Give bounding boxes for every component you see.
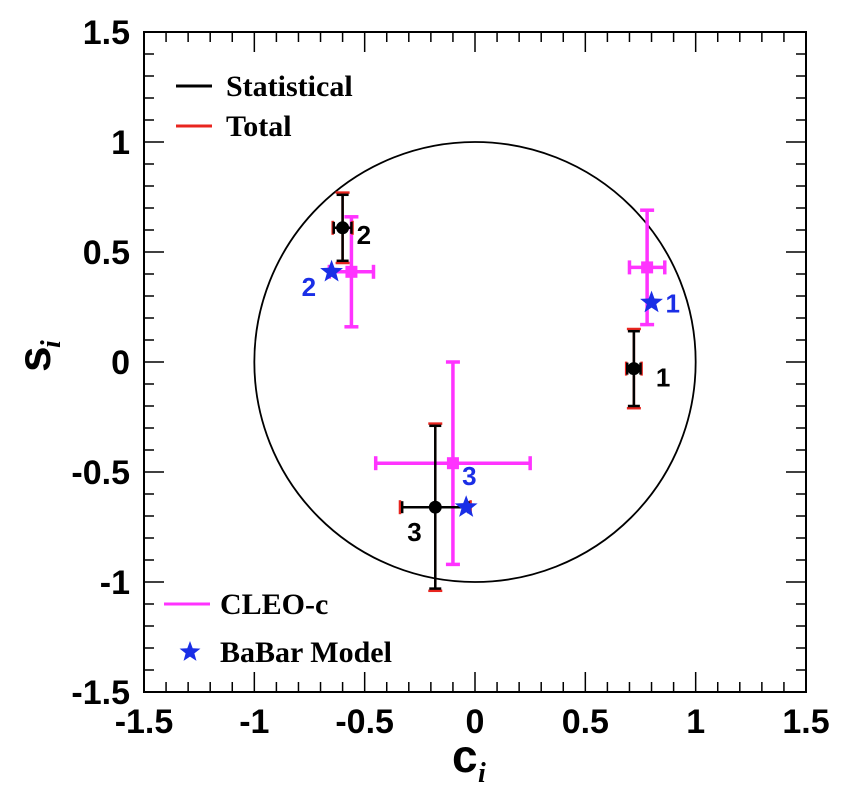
babar-star-marker <box>454 495 478 517</box>
y-tick-label: -1.5 <box>71 674 130 712</box>
y-tick-label: 1.5 <box>83 14 130 52</box>
statistical-marker <box>336 221 350 235</box>
babar-point-label: 3 <box>462 461 476 491</box>
legend-entry-label: CLEO-c <box>220 588 328 621</box>
babar-point-label: 2 <box>302 272 316 302</box>
statistical-point-label: 2 <box>357 220 371 250</box>
x-tick-label: -1 <box>239 703 269 741</box>
cleo-c-marker <box>345 265 358 278</box>
x-tick-label: 0.5 <box>562 703 609 741</box>
statistical-point-label: 1 <box>656 363 670 393</box>
statistical-point: 2 <box>331 191 371 265</box>
cleo-c-point <box>373 360 532 567</box>
statistical-marker <box>428 500 442 514</box>
y-axis-title-symbol: s <box>8 346 60 372</box>
x-axis-title-subscript: i <box>478 758 486 789</box>
x-tick-label: 1 <box>686 703 705 741</box>
y-axis-title-subscript: i <box>36 340 67 348</box>
babar-star-marker <box>640 290 663 313</box>
cleo-c-marker <box>641 261 654 274</box>
y-tick-label: -1 <box>100 564 130 602</box>
babar-star-marker <box>320 259 343 282</box>
babar-model-point: 2 <box>302 259 343 302</box>
babar-model-point: 3 <box>454 461 478 517</box>
x-tick-label: 1.5 <box>782 703 829 741</box>
statistical-point-label: 3 <box>407 517 421 547</box>
babar-model-point: 1 <box>640 289 680 319</box>
x-tick-label: 0 <box>466 703 485 741</box>
babar-point-label: 1 <box>666 289 680 319</box>
legend-entry-label: Statistical <box>226 70 353 103</box>
x-tick-label: -1.5 <box>115 703 174 741</box>
legend-star-icon <box>179 641 201 661</box>
y-tick-label: 0.5 <box>83 234 130 272</box>
x-axis-title-symbol: c <box>452 730 478 782</box>
y-tick-label: 1 <box>111 124 130 162</box>
y-tick-label: 0 <box>111 344 130 382</box>
statistical-point: 1 <box>624 327 670 410</box>
unit-circle <box>253 141 697 583</box>
statistical-point: 3 <box>398 422 472 593</box>
cleo-c-marker <box>446 457 459 470</box>
legend-bottom-left: CLEO-c BaBar Model <box>164 588 392 669</box>
statistical-marker <box>627 362 641 376</box>
legend-entry-label: Total <box>226 110 292 143</box>
y-tick-label: -0.5 <box>71 454 130 492</box>
x-tick-label: -0.5 <box>335 703 394 741</box>
y-axis-title: si <box>8 340 67 372</box>
legend-entry-label: BaBar Model <box>220 636 392 669</box>
legend-top-left: Statistical Total <box>176 70 353 143</box>
